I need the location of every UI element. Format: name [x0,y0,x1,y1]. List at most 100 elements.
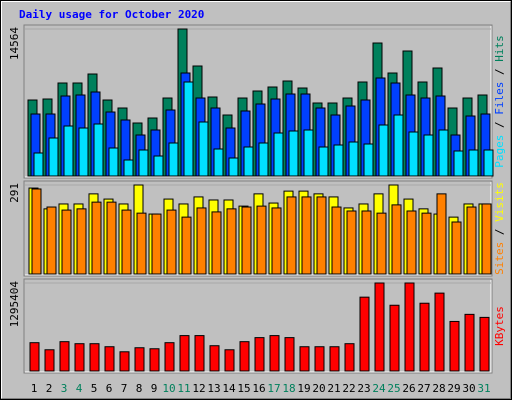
bar [344,343,355,372]
bar [346,210,357,275]
bar [284,337,295,372]
x-tick-label: 12 [192,382,205,395]
bar [329,346,340,372]
bar [74,343,85,372]
bar [449,320,460,372]
bar [228,157,239,177]
bar [183,81,194,177]
bar [151,213,162,275]
bar [78,127,89,177]
bar [168,142,179,177]
legend-entry: Sites [493,242,506,275]
bar [123,159,134,177]
bar [419,302,430,372]
bar [239,341,250,372]
bar [451,221,462,275]
bar [198,121,209,177]
legend-entry: KBytes [493,306,506,346]
x-tick-label: 24 [372,382,386,395]
x-tick-label: 28 [432,382,445,395]
bar [481,203,492,275]
x-tick-label: 8 [136,382,143,395]
bar [194,335,205,372]
bar [134,347,145,372]
x-tick-label: 15 [237,382,250,395]
bar [483,149,494,177]
x-tick-label: 2 [46,382,53,395]
bar [374,282,385,372]
legend-entry: Hits [493,35,506,62]
bar [316,196,327,275]
y-tick-label: 1295404 [8,281,21,328]
bar [331,206,342,275]
bar [303,129,314,177]
x-tick-label: 11 [177,382,190,395]
legend-separator: / [493,121,506,128]
bar [93,123,104,177]
bar [179,335,190,372]
bar [391,204,402,275]
bar [378,124,389,177]
bar [423,134,434,177]
bar [121,209,132,275]
bar [466,206,477,275]
legend-separator [493,222,506,229]
legend-separator [493,235,506,242]
x-tick-label: 3 [61,382,68,395]
x-tick-label: 30 [462,382,475,395]
x-tick-label: 7 [121,382,128,395]
bar [243,146,254,177]
bar [44,349,55,372]
bar [361,210,372,275]
x-tick-label: 27 [417,382,430,395]
bar [271,207,282,275]
bar [59,341,70,372]
bar [436,193,447,275]
legend-separator [493,62,506,69]
bar [241,206,252,275]
bar [153,155,164,177]
bar [138,149,149,177]
bar [181,216,192,275]
bar [164,342,175,372]
bar [91,201,102,275]
x-tick-label: 4 [76,382,83,395]
x-tick-label: 21 [327,382,340,395]
bar [211,211,222,275]
legend-separator [493,75,506,82]
x-tick-label: 31 [477,382,490,395]
bar [301,196,312,275]
bar [76,208,87,275]
bar [89,343,100,372]
bar [226,208,237,275]
bar [453,150,464,177]
legend-entry: Visits [493,182,506,222]
bar [209,345,220,372]
x-tick-label: 18 [282,382,295,395]
y-tick-label: 14564 [8,27,21,60]
x-tick-label: 1 [31,382,38,395]
bar [269,335,280,372]
bar [213,148,224,177]
bar [61,209,72,275]
bar [376,212,387,275]
bar [149,348,160,372]
bar [196,207,207,275]
x-tick-label: 9 [151,382,158,395]
bar [48,137,59,177]
x-tick-label: 22 [342,382,355,395]
legend-separator [493,128,506,135]
legend: KBytes [493,306,506,346]
bar [438,129,449,177]
bar [479,316,490,372]
bar [333,144,344,177]
x-tick-label: 29 [447,382,460,395]
bar [464,313,475,372]
legend-separator: / [493,229,506,236]
y-tick-label: 291 [8,183,21,203]
bar [434,292,445,372]
x-tick-label: 13 [207,382,220,395]
